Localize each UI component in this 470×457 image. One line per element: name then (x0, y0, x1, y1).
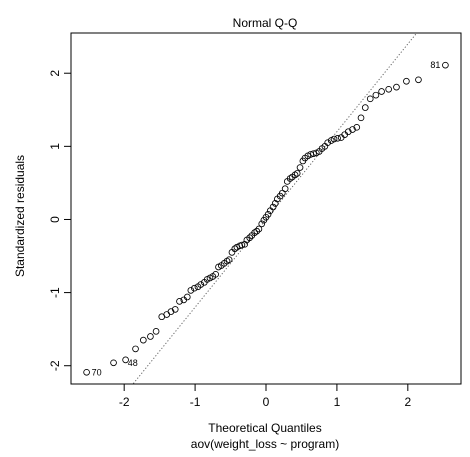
x-axis-sublabel: aov(weight_loss ~ program) (191, 437, 339, 451)
data-point (385, 85, 392, 93)
y-tick-label: 0 (48, 216, 62, 223)
data-point (344, 128, 352, 136)
data-point (147, 333, 154, 340)
x-axis-label: Theoretical Quantiles (208, 421, 321, 435)
point-label: 70 (92, 367, 102, 377)
y-tick-label: -2 (48, 360, 62, 371)
data-point (238, 241, 246, 249)
data-point (140, 336, 147, 344)
data-point (357, 114, 365, 122)
data-point (176, 298, 183, 305)
data-point (258, 220, 266, 228)
data-point (291, 171, 299, 179)
data-point (167, 308, 175, 315)
data-point (330, 135, 338, 143)
data-point (212, 270, 219, 278)
data-point (187, 287, 195, 294)
data-point (251, 229, 258, 236)
data-point (361, 104, 369, 111)
point-labels: 81 48 70 (92, 60, 441, 377)
data-point (132, 345, 139, 353)
data-point (442, 61, 449, 69)
data-point (403, 77, 410, 85)
data-point (225, 256, 233, 264)
data-point (393, 83, 400, 91)
data-point (334, 134, 341, 142)
data-point (122, 356, 129, 364)
point-label: 81 (430, 60, 440, 70)
data-points (83, 61, 449, 376)
data-point (197, 281, 205, 288)
data-point (269, 203, 277, 211)
data-point (271, 200, 279, 207)
data-point (183, 293, 191, 301)
x-tick-label: -1 (190, 395, 201, 409)
data-point (110, 359, 117, 367)
data-point (372, 91, 380, 99)
y-tick-label: 2 (48, 70, 62, 77)
data-point (264, 211, 272, 218)
data-point (293, 170, 301, 177)
reference-line-group (132, 33, 418, 384)
chart-title: Normal Q-Q (233, 16, 298, 30)
x-tick-label: 0 (263, 395, 270, 409)
x-tick-label: 2 (404, 395, 411, 409)
data-point (246, 234, 254, 242)
data-point (231, 245, 239, 253)
data-point (83, 368, 90, 376)
data-point (310, 150, 317, 157)
data-point (255, 225, 263, 233)
y-tick-label: -1 (48, 287, 62, 298)
data-point (353, 124, 361, 131)
data-point (191, 284, 198, 292)
y-axis-label: Standardized residuals (13, 155, 27, 277)
data-point (223, 257, 231, 265)
plot-frame (70, 32, 462, 385)
data-point (296, 164, 304, 171)
data-point (286, 175, 294, 182)
data-point (253, 227, 261, 235)
data-point (349, 126, 356, 133)
x-tick-label: -2 (119, 395, 130, 409)
data-point (281, 185, 289, 193)
data-point (152, 328, 160, 335)
data-point (415, 76, 422, 84)
data-point (241, 241, 249, 248)
data-point (366, 95, 374, 103)
data-point (378, 88, 385, 95)
x-tick-label: 1 (334, 395, 341, 409)
data-point (171, 306, 179, 313)
point-label: 48 (128, 358, 138, 368)
y-tick-label: 1 (48, 143, 62, 150)
reference-line (132, 33, 418, 384)
data-point (324, 139, 332, 147)
